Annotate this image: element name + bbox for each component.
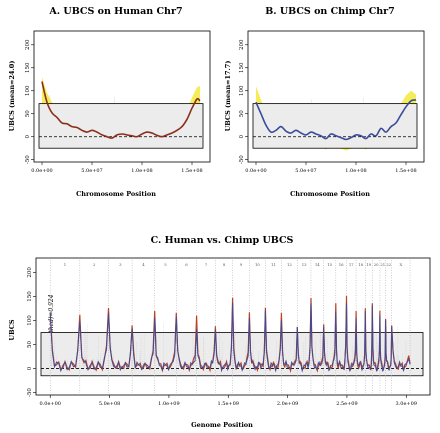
panel-c-frame <box>35 257 431 396</box>
panel-c-plot-area: -50 0 50 100 150 200 0.0e+00 5.0e+08 1.0e+09 1.5e… <box>27 257 431 407</box>
chromosome-label: 21 <box>380 262 385 267</box>
panel-b-plot-area: -50 0 50 100 150 200 0.0e+00 5.0e+07 1.0e+08 1.5e… <box>239 30 425 174</box>
panel-c-human-vs-chimp: C. Human vs. Chimp UBCS Genome Position … <box>8 235 431 429</box>
panel-b-title: B. UBCS on Chimp Chr7 <box>265 6 395 17</box>
panel-c-xtick-label: 1.0e+09 <box>158 401 179 407</box>
panel-a-ytick-label: 100 <box>25 85 31 96</box>
chromosome-label: 8 <box>223 262 226 267</box>
series-line-chimp <box>49 302 411 373</box>
panel-c-xtick-label: 3.0e+09 <box>396 401 417 407</box>
panel-a-frame <box>33 30 211 163</box>
panel-c-ytick-label: 150 <box>27 291 33 302</box>
chromosome-label: 4 <box>142 262 145 267</box>
panel-c-ytick-label: -50 <box>27 388 33 397</box>
chromosome-label: 1 <box>64 262 66 267</box>
panel-c-xtick-label: 5.0e+08 <box>99 401 120 407</box>
chromosome-label: 9 <box>240 262 243 267</box>
panel-a-ytick-label: 150 <box>25 62 31 73</box>
panel-a-xtick-label: 0.0e+00 <box>31 168 52 174</box>
panel-b-xtick-label: 1.5e+08 <box>395 168 416 174</box>
panel-c-ytick-label: 100 <box>27 315 33 326</box>
panel-a-threshold-band <box>38 103 204 149</box>
panel-a-xtick-label: 5.0e+07 <box>81 168 102 174</box>
chromosome-label: 22 <box>386 262 391 267</box>
panel-b-xlabel: Chromosome Position <box>290 190 370 198</box>
panel-b-chimp-chr7: B. UBCS on Chimp Chr7 Chromosome Positio… <box>224 6 425 198</box>
chromosome-label: 5 <box>164 262 167 267</box>
panel-c-xtick-label: 0.0e+00 <box>40 401 61 407</box>
panel-b-ytick-label: -50 <box>239 155 245 164</box>
chromosome-label: X <box>400 262 403 267</box>
panel-c-xtick-label: 2.0e+09 <box>277 401 298 407</box>
chromosome-label: 17 <box>349 262 354 267</box>
panel-a-xtick-label: 1.5e+08 <box>181 168 202 174</box>
chromosome-label: 12 <box>287 262 292 267</box>
chromosome-label: 13 <box>302 262 307 267</box>
chromosome-label: 11 <box>271 262 276 267</box>
chromosome-label: 3 <box>119 262 122 267</box>
panel-a-xlabel: Chromosome Position <box>76 190 156 198</box>
panel-a-ytick-label: 0 <box>25 134 31 138</box>
chromosome-label: 20 <box>374 262 379 267</box>
panel-a-smoothed-line <box>41 81 201 139</box>
chromosome-label: 19 <box>366 262 371 267</box>
panel-c-ytick-label: 50 <box>27 341 33 348</box>
panel-c-xlabel: Genome Position <box>191 421 253 429</box>
chromosome-label: 16 <box>339 262 344 267</box>
panel-b-ytick-label: 0 <box>239 134 245 138</box>
panel-c-xtick-label: 1.5e+09 <box>218 401 239 407</box>
chromosome-label: 10 <box>255 262 260 267</box>
chromosome-label: 7 <box>205 262 208 267</box>
panel-a-title: A. UBCS on Human Chr7 <box>48 6 182 17</box>
panel-b-ylabel: UBCS (mean=17.7) <box>224 61 232 132</box>
chromosome-label: 6 <box>185 262 188 267</box>
panel-b-frame <box>247 30 425 163</box>
panel-b-ytick-label: 200 <box>239 39 245 50</box>
chromosome-label: 2 <box>93 262 96 267</box>
panel-b-xtick-label: 0.0e+00 <box>245 168 266 174</box>
panel-b-xtick-label: 1.0e+08 <box>345 168 366 174</box>
panel-b-ytick-label: 100 <box>239 85 245 96</box>
panel-c-ylabel: UBCS <box>8 319 16 340</box>
panel-b-xtick-label: 5.0e+07 <box>295 168 316 174</box>
panel-c-ytick-label: 200 <box>27 267 33 278</box>
panel-b-ytick-label: 150 <box>239 62 245 73</box>
panel-a-ytick-label: 200 <box>25 39 31 50</box>
panel-c-ytick-label: 0 <box>27 366 33 370</box>
panel-a-ylabel: UBCS (mean=24.0) <box>8 61 16 132</box>
chromosome-label: 14 <box>315 262 320 267</box>
panel-a-xtick-label: 1.0e+08 <box>131 168 152 174</box>
panel-a-ytick-label: -50 <box>25 155 31 164</box>
chromosome-label: 18 <box>358 262 363 267</box>
panel-a-human-chr7: A. UBCS on Human Chr7 Chromosome Positio… <box>8 6 211 198</box>
panel-c-xtick-label: 2.5e+09 <box>336 401 357 407</box>
panel-c-title: C. Human vs. Chimp UBCS <box>151 235 294 246</box>
chromosome-label: 15 <box>327 262 332 267</box>
panel-a-plot-area: -50 0 50 100 150 200 0.0e+00 5.0e+07 1.0e+08 1.5e… <box>25 30 211 174</box>
panel-b-ytick-label: 50 <box>239 110 245 117</box>
panel-b-smoothed-line <box>255 99 417 141</box>
panel-a-ytick-label: 50 <box>25 110 31 117</box>
